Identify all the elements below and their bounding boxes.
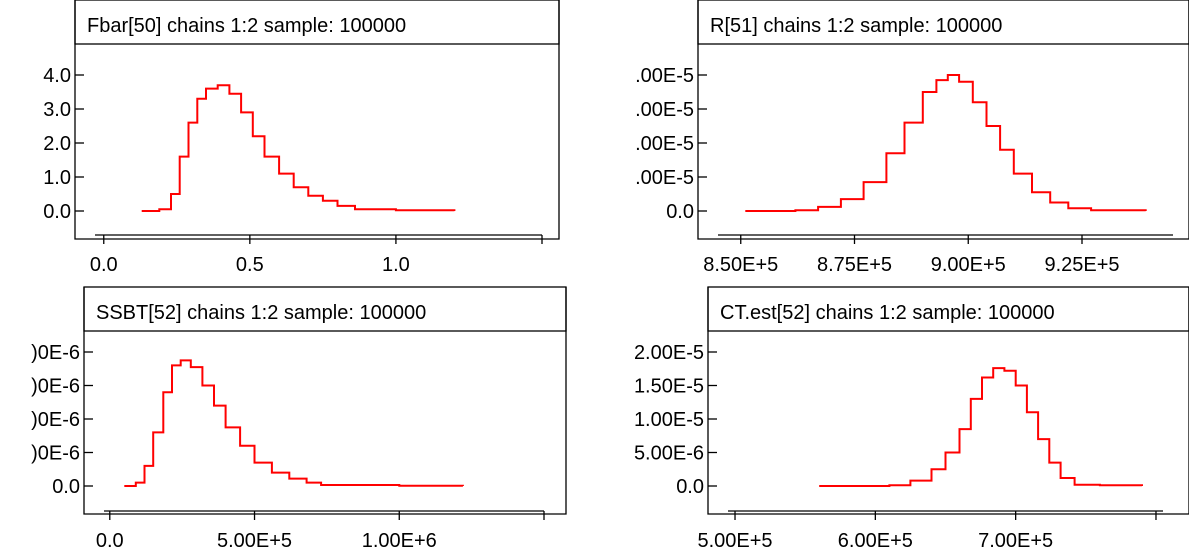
y-tick-label: )0E-6 — [31, 409, 80, 431]
chart-panel-2: R[51] chains 1:2 sample: 100000 0.0 .00E-5… — [635, 0, 1189, 276]
y-tick-label: 0.0 — [43, 201, 71, 223]
y-tick-label: 5.00E-6 — [634, 443, 704, 465]
density-curve — [745, 74, 1147, 212]
y-tick-label: .00E-5 — [635, 99, 694, 121]
y-tick-label: 3.0 — [43, 99, 71, 121]
y-tick-label: .00E-5 — [635, 167, 694, 189]
density-curve — [124, 359, 464, 487]
plot-frame — [707, 287, 1189, 515]
x-tick-label: 9.00E+5 — [931, 254, 1006, 276]
y-tick-label: )0E-6 — [31, 376, 80, 398]
y-tick-label: .00E-5 — [635, 133, 694, 155]
plot-frame — [697, 0, 1189, 240]
chart-title: R[51] chains 1:2 sample: 100000 — [710, 15, 1002, 37]
chart-panel-4: CT.est[52] chains 1:2 sample: 100000 0.0 5… — [634, 286, 1189, 552]
y-tick-label: 2.00E-5 — [634, 342, 704, 364]
chart-panel-3: SSBT[52] chains 1:2 sample: 100000 0.0 )0E… — [31, 286, 567, 552]
plot-frame — [74, 0, 560, 240]
chart-title: CT.est[52] chains 1:2 sample: 100000 — [720, 302, 1055, 324]
y-tick-label: 1.00E-5 — [634, 409, 704, 431]
x-tick-label: 0.0 — [90, 254, 118, 276]
x-tick-label: 6.00E+5 — [838, 530, 913, 552]
x-tick-label: 5.00E+5 — [697, 530, 772, 552]
x-tick-label: 5.00E+5 — [217, 530, 292, 552]
y-tick-label: 1.0 — [43, 167, 71, 189]
density-curve — [819, 367, 1143, 487]
y-tick-label: 1.50E-5 — [634, 376, 704, 398]
x-tick-label: 0.5 — [236, 254, 264, 276]
x-tick-label: 8.75E+5 — [817, 254, 892, 276]
y-tick-label: .00E-5 — [635, 65, 694, 87]
title-box-frame — [707, 286, 1189, 332]
x-tick-label: 1.00E+6 — [362, 530, 437, 552]
x-tick-label: 9.25E+5 — [1044, 254, 1119, 276]
y-tick-label: )0E-6 — [31, 443, 80, 465]
title-box-frame — [74, 0, 560, 45]
chart-title: SSBT[52] chains 1:2 sample: 100000 — [96, 302, 426, 324]
y-tick-label: 0.0 — [52, 476, 80, 498]
y-tick-label: 4.0 — [43, 65, 71, 87]
chart-panel-1: Fbar[50] chains 1:2 sample: 100000 0.0 1.0… — [43, 0, 560, 276]
density-curve — [141, 84, 456, 212]
x-tick-label: 8.50E+5 — [703, 254, 778, 276]
chart-title: Fbar[50] chains 1:2 sample: 100000 — [87, 15, 406, 37]
y-tick-label: 2.0 — [43, 133, 71, 155]
x-tick-label: 7.00E+5 — [978, 530, 1053, 552]
y-tick-label: 0.0 — [676, 476, 704, 498]
y-tick-label: )0E-6 — [31, 342, 80, 364]
plot-frame — [83, 287, 567, 515]
x-tick-label: 1.0 — [382, 254, 410, 276]
x-tick-label: 0.0 — [96, 530, 124, 552]
title-box-frame — [83, 286, 567, 332]
y-tick-label: 0.0 — [666, 201, 694, 223]
